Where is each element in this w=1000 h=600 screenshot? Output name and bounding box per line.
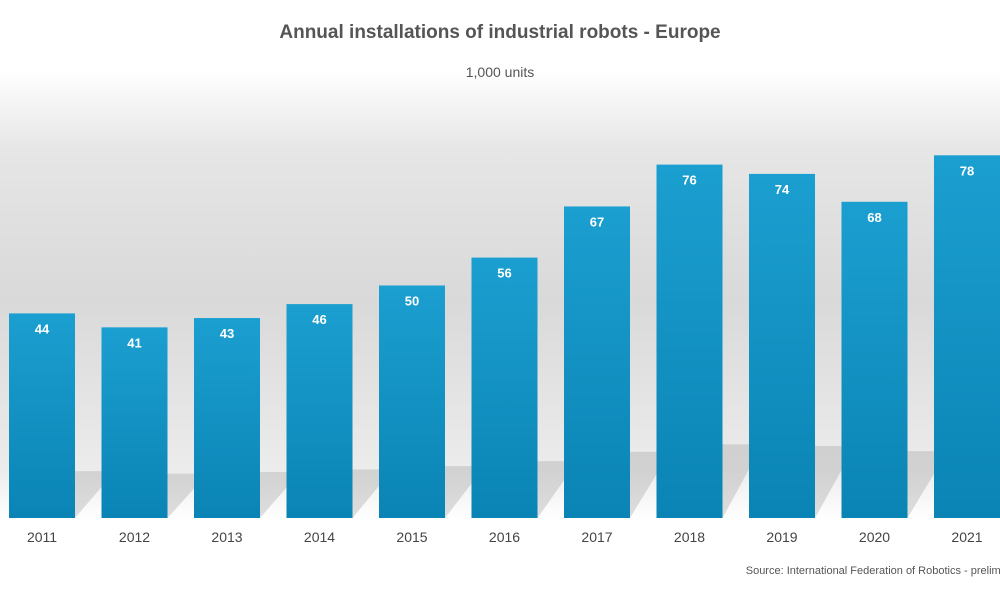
bar-value-label: 76: [682, 173, 696, 188]
bar-value-label: 41: [127, 335, 141, 350]
x-tick-label: 2021: [951, 529, 982, 545]
chart-subtitle: 1,000 units: [465, 64, 535, 80]
x-tick-label: 2020: [859, 529, 890, 545]
bar-2015: [379, 285, 445, 518]
bar-value-label: 68: [867, 210, 881, 225]
bar-2014: [286, 304, 353, 518]
bar-value-label: 50: [405, 294, 419, 309]
bar-2019: [749, 173, 815, 518]
x-tick-label: 2011: [27, 529, 57, 545]
x-tick-label: 2016: [489, 529, 520, 545]
bar-2018: [656, 164, 723, 518]
x-tick-label: 2018: [674, 529, 705, 545]
bar-value-label: 67: [590, 214, 604, 229]
bar-2011: [9, 313, 75, 518]
bar-2017: [564, 206, 630, 518]
bar-2020: [841, 201, 908, 519]
x-tick-label: 2015: [396, 529, 427, 545]
source-note: Source: International Federation of Robo…: [745, 565, 1000, 577]
bar-2012: [101, 327, 168, 518]
bar-2021: [934, 155, 1000, 519]
x-tick-label: 2012: [119, 529, 150, 545]
x-tick-label: 2019: [766, 529, 797, 545]
bar-value-label: 56: [497, 266, 511, 281]
bar-labels: 44 41 43 46 50 56 67 76 74 68 78: [35, 163, 974, 350]
bars: [9, 155, 1000, 519]
x-tick-label: 2017: [581, 529, 612, 545]
bar-value-label: 44: [35, 321, 50, 336]
x-axis-ticks: 2011 2012 2013 2014 2015 2016 2017 2018 2019 2020…: [27, 529, 983, 545]
chart-title: Annual installations of industrial robot…: [279, 22, 721, 43]
bar-value-label: 43: [220, 326, 234, 341]
x-tick-label: 2013: [211, 529, 242, 545]
bar-value-label: 74: [775, 182, 790, 197]
bar-value-label: 46: [312, 312, 326, 327]
x-tick-label: 2014: [304, 529, 335, 545]
bar-2016: [471, 257, 538, 518]
bar-value-label: 78: [960, 163, 974, 178]
bar-2013: [194, 318, 260, 518]
